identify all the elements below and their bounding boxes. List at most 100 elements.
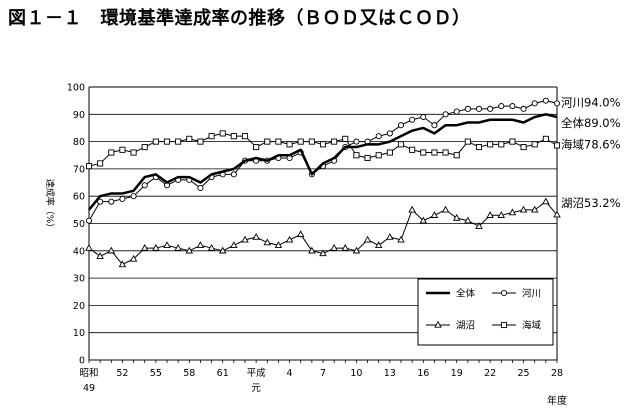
series-河川 [85,97,561,224]
data-point-triangle [363,235,372,243]
data-point-square [397,141,405,148]
data-point-square [97,160,104,167]
x-tick-label: 22 [484,368,496,379]
data-point-triangle [308,246,316,254]
data-point-triangle [475,222,483,229]
y-tick-label: 10 [73,328,85,339]
legend-label: 全体 [456,288,476,300]
data-point-triangle [452,213,461,221]
data-point-triangle [241,235,249,243]
data-point-triangle [374,241,383,248]
x-tick-label: 平成 [247,367,267,379]
data-point-triangle [174,243,182,251]
data-point-triangle [96,252,104,259]
data-point-square [453,152,460,159]
data-point-triangle [352,246,361,254]
x-axis-label: 年度 [547,394,567,407]
data-point-square [375,152,382,159]
legend-label: 湖沼 [456,321,475,332]
data-point-triangle [285,235,294,243]
data-point-square [531,141,538,148]
data-point-triangle [207,243,216,251]
y-tick-label: 40 [73,246,85,257]
data-point-circle [97,198,104,205]
data-point-square [386,149,393,156]
data-point-circle [141,182,148,189]
data-point-circle [197,184,204,192]
end-labels: 全体89.0% 河川94.0% 湖沼53.2% 海域78.6% [561,95,621,209]
series-end-label: 全体89.0% [561,116,621,130]
y-axis-label: 達成率（%） [44,179,56,233]
data-point-triangle [252,233,260,240]
data-point-circle [130,193,137,200]
x-tick-label: 25 [518,368,530,379]
data-point-triangle [107,246,116,254]
data-point-square [141,144,148,151]
x-tick-label: 19 [451,368,463,379]
data-point-square [353,152,360,159]
x-tick-label: 7 [320,368,326,379]
x-tick-label: 10 [350,368,362,379]
data-point-circle [108,198,115,205]
data-point-circle [464,105,471,112]
data-point-circle [498,103,505,110]
data-point-triangle [196,241,205,248]
data-point-square [175,138,182,145]
data-point-circle [500,289,508,297]
data-point-circle [375,133,382,140]
y-tick-label: 20 [73,301,85,312]
x-tick-label: 61 [217,368,229,379]
series-group [85,97,561,268]
series-海域 [85,130,561,170]
data-point-triangle [341,243,350,251]
data-point-triangle [553,210,561,218]
data-point-square [130,149,137,156]
data-point-square [553,142,561,149]
data-point-square [431,149,438,156]
data-point-square [241,133,249,140]
data-point-triangle [230,241,238,248]
series-湖沼 [85,197,561,268]
data-point-square [542,135,549,142]
data-point-square [286,141,293,148]
data-point-square [487,141,494,148]
x-tick-label: 55 [150,368,162,379]
data-point-square [230,133,237,140]
series-line [88,132,558,167]
data-point-circle [453,108,460,115]
data-point-square [108,149,115,156]
x-tick-label: 58 [183,368,195,379]
x-tick-sublabel: 元 [251,383,261,394]
data-point-triangle [163,241,171,248]
series-end-label: 湖沼53.2% [561,196,621,210]
data-point-square [442,149,449,156]
x-tick-label: 4 [287,368,293,379]
data-point-square [186,135,193,142]
data-point-square [297,138,304,145]
data-point-circle [531,100,538,107]
legend-label: 海域 [522,320,542,332]
data-point-triangle [129,254,138,262]
x-tick-labels: 昭和 49 52 55 58 61 平成元 4 7 10 13 16 19 22 25 28 [79,367,563,394]
x-tick-label: 52 [116,368,128,379]
data-point-triangle [464,216,472,224]
data-point-square [475,144,483,151]
data-point-triangle [397,235,405,243]
legend-label: 河川 [522,288,541,300]
data-point-triangle [118,260,127,268]
data-point-circle [487,105,494,112]
data-point-square [85,163,93,170]
data-point-circle [475,105,483,112]
data-point-triangle [296,230,305,238]
x-tick-label: 28 [551,368,563,379]
data-point-triangle [140,243,149,251]
data-point-circle [509,103,516,110]
data-point-circle [420,113,427,121]
data-point-square [308,138,315,145]
data-point-triangle [542,197,550,205]
data-point-triangle [497,211,506,218]
legend-item: 河川 [492,288,541,300]
data-point-circle [409,116,416,123]
data-point-triangle [319,249,327,257]
y-tick-label: 60 [73,192,85,203]
